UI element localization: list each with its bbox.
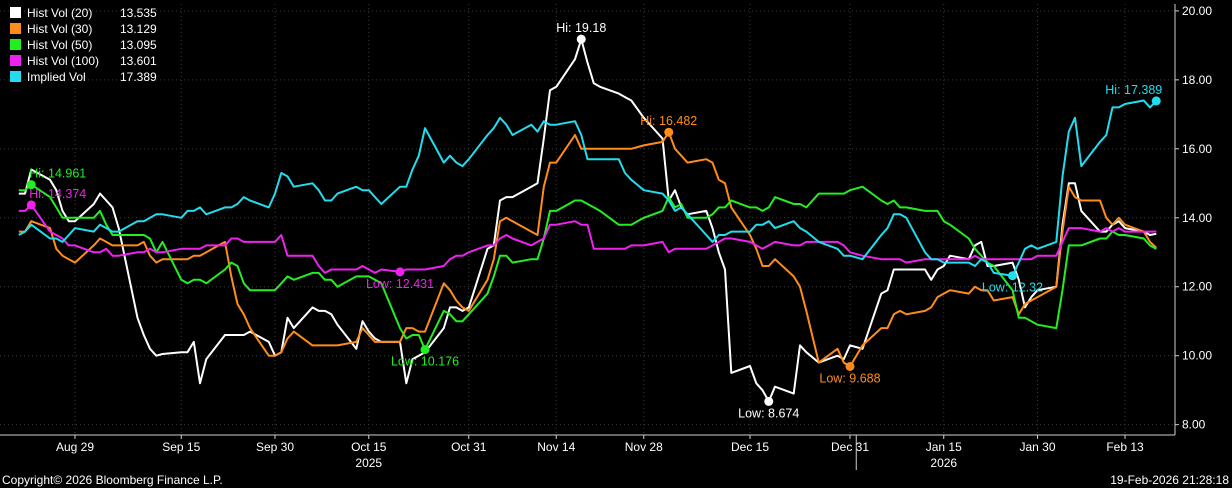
legend: Hist Vol (20) 13.535 Hist Vol (30) 13.129 Hi… (10, 6, 157, 84)
legend-series-name: Implied Vol (27, 70, 86, 84)
annotation-label: Low: 8.674 (738, 406, 799, 420)
legend-series-value: 13.129 (120, 22, 157, 36)
legend-series-value: 13.601 (120, 54, 157, 68)
legend-series-name: Hist Vol (30) (27, 22, 92, 36)
x-tick-label: Sep 15 (162, 440, 200, 454)
y-tick-label: 12.00 (1182, 280, 1212, 294)
series-lines (18, 38, 1158, 403)
x-tick-label: Sep 30 (256, 440, 294, 454)
x-tick-label: Jan 30 (1019, 440, 1055, 454)
annotation-label: Low: 10.176 (391, 355, 459, 369)
copyright-text: Copyright© 2026 Bloomberg Finance L.P. (2, 473, 223, 487)
y-tick-label: 16.00 (1182, 142, 1212, 156)
year-label: 2026 (930, 456, 957, 470)
y-tick-label: 10.00 (1182, 349, 1212, 363)
series-line-hist-vol-100 (18, 203, 1157, 274)
x-tick-label: Nov 28 (625, 440, 663, 454)
legend-series-name: Hist Vol (100) (27, 54, 99, 68)
annotation-label: Hi: 14.961 (29, 167, 86, 181)
legend-series-value: 13.535 (120, 6, 157, 20)
legend-swatch (10, 55, 21, 66)
annotation-marker (26, 180, 36, 190)
series-line-hist-vol-30 (18, 131, 1157, 368)
legend-series-value: 17.389 (120, 70, 157, 84)
axes: 8.00 10.00 12.00 14.00 16.00 18.00 20.00 Aug 29… (0, 4, 1212, 470)
annotation-label: Hi: 14.374 (29, 187, 86, 201)
annotation-marker (420, 345, 430, 355)
x-tick-label: Nov 14 (537, 440, 575, 454)
grid-lines (0, 4, 1175, 435)
annotation-label: Low: 9.688 (819, 371, 880, 385)
timestamp-text: 19-Feb-2026 21:28:18 (1110, 473, 1229, 487)
y-tick-label: 18.00 (1182, 73, 1212, 87)
x-tick-label: Dec 31 (831, 440, 869, 454)
x-tick-label: Aug 29 (56, 440, 94, 454)
annotation-label: Hi: 19.18 (556, 21, 606, 35)
annotation-label: Low: 12.431 (366, 277, 434, 291)
x-tick-label: Feb 13 (1106, 440, 1144, 454)
legend-swatch (10, 39, 21, 50)
annotation-label: Hi: 17.389 (1105, 83, 1162, 97)
legend-series-value: 13.095 (120, 38, 157, 52)
x-tick-label: Dec 15 (731, 440, 769, 454)
legend-series-name: Hist Vol (50) (27, 38, 92, 52)
annotation-marker (576, 34, 586, 44)
annotation-marker (26, 200, 36, 210)
legend-swatch (10, 71, 21, 82)
y-tick-label: 8.00 (1182, 418, 1206, 432)
annotation-marker (845, 361, 855, 371)
annotation-label: Low: 12.32 (982, 281, 1043, 295)
annotation-marker (764, 396, 774, 406)
y-tick-label: 14.00 (1182, 211, 1212, 225)
annotation-marker (395, 267, 405, 277)
annotation-marker (1008, 271, 1017, 281)
legend-series-name: Hist Vol (20) (27, 6, 92, 20)
annotation-marker (1151, 96, 1161, 106)
x-tick-label: Oct 15 (351, 440, 387, 454)
x-tick-label: Oct 31 (451, 440, 487, 454)
annotation-markers: Hi: 14.961 Hi: 14.374 Low: 12.431 Low: 10.1… (26, 21, 1162, 420)
y-tick-label: 20.00 (1182, 4, 1212, 18)
series-line-implied-vol (18, 99, 1158, 277)
legend-swatch (10, 23, 21, 34)
x-tick-label: Jan 15 (926, 440, 962, 454)
legend-swatch (10, 7, 21, 18)
series-line-hist-vol-50 (18, 183, 1157, 351)
series-line-hist-vol-20 (18, 38, 1157, 403)
annotation-marker (664, 127, 674, 137)
annotation-label: Hi: 16.482 (640, 114, 697, 128)
year-label: 2025 (355, 456, 382, 470)
